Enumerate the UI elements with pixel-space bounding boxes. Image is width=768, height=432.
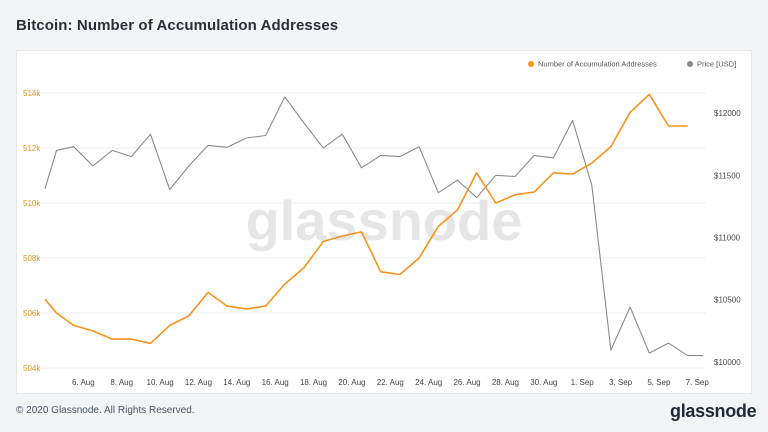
x-tick-label: 28. Aug [492,378,519,387]
x-tick-label: 7. Sep [686,378,710,387]
series-line-price[interactable] [44,96,703,357]
x-tick-label: 18. Aug [300,378,327,387]
x-tick-label: 30. Aug [530,378,557,387]
legend-swatch-addresses[interactable] [528,61,534,67]
x-tick-label: 12. Aug [185,378,212,387]
right-tick-label: $10000 [714,358,741,367]
x-axis-ticks: 6. Aug 8. Aug 10. Aug 12. Aug 14. Aug 16. Aug… [72,378,709,387]
left-tick-label: 514k [23,89,41,98]
right-tick-label: $11000 [714,233,741,242]
brand-logo[interactable]: glassnode [670,401,757,421]
chart-grid [40,92,706,369]
x-tick-label: 26. Aug [453,378,480,387]
legend-label-addresses[interactable]: Number of Accumulation Addresses [538,60,657,69]
x-tick-label: 24. Aug [415,378,442,387]
x-tick-label: 5. Sep [647,378,671,387]
x-tick-label: 14. Aug [223,378,250,387]
x-tick-label: 8. Aug [110,378,133,387]
series-line-accumulation-addresses[interactable] [44,93,688,345]
left-tick-label: 506k [23,309,41,318]
x-tick-label: 3. Sep [609,378,633,387]
legend-label-price[interactable]: Price [USD] [697,60,736,69]
x-tick-label: 20. Aug [338,378,365,387]
x-tick-label: 6. Aug [72,378,95,387]
copyright-text: © 2020 Glassnode. All Rights Reserved. [16,405,195,416]
x-tick-label: 1. Sep [571,378,595,387]
left-axis-ticks: 504k 506k 508k 510k 512k 514k [23,89,41,373]
chart-panel [16,50,752,394]
series-layer [44,93,703,357]
legend: Number of Accumulation Addresses Price [… [528,60,736,69]
left-tick-label: 508k [23,254,41,263]
legend-swatch-price[interactable] [687,61,693,67]
right-tick-label: $10500 [714,296,741,305]
watermark: glassnode [246,189,523,252]
left-tick-label: 510k [23,199,41,208]
right-tick-label: $12000 [714,109,741,118]
left-tick-label: 512k [23,144,41,153]
x-tick-label: 16. Aug [262,378,289,387]
left-tick-label: 504k [23,364,41,373]
right-axis-ticks: $10000 $10500 $11000 $11500 $12000 [714,109,741,367]
page-title: Bitcoin: Number of Accumulation Addresse… [16,17,339,34]
right-tick-label: $11500 [714,171,741,180]
x-tick-label: 22. Aug [377,378,404,387]
x-tick-label: 10. Aug [147,378,174,387]
